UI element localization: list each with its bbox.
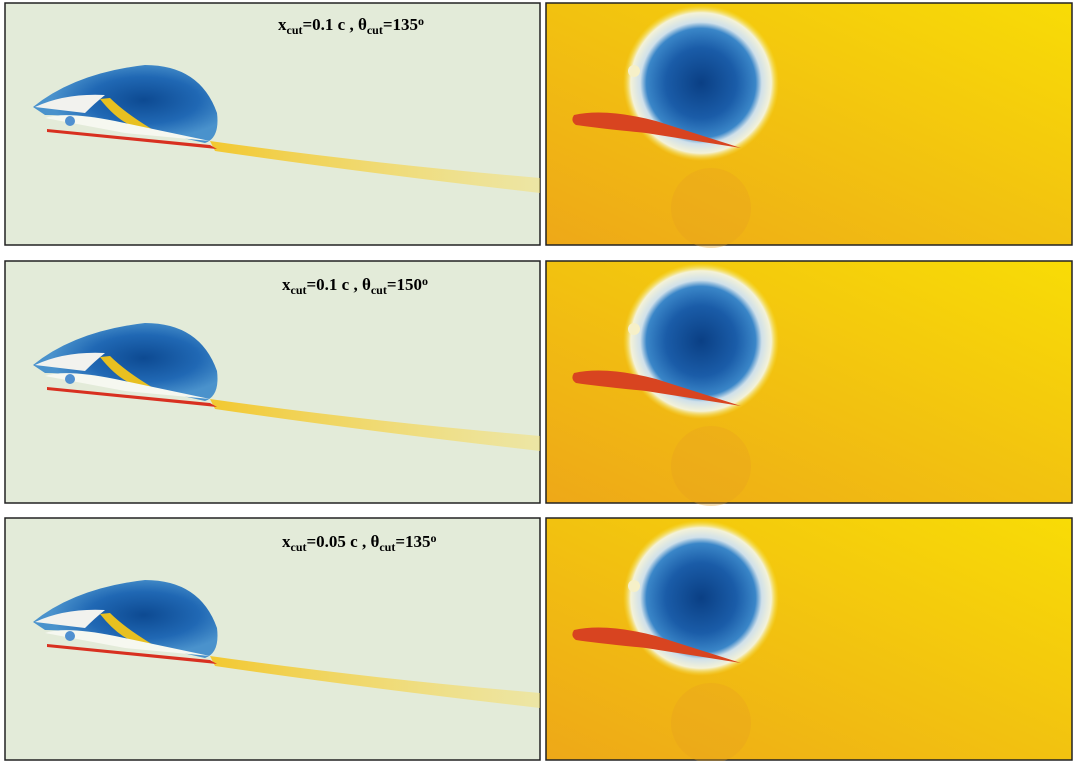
label-part: cut	[291, 283, 307, 297]
label-part: cut	[379, 540, 395, 554]
right-panel	[546, 3, 1072, 248]
label-part: =135	[383, 15, 418, 34]
panel-row	[5, 261, 1072, 506]
label-part: o	[418, 14, 424, 28]
label-part: =0.05 c , θ	[307, 532, 380, 551]
label-part: cut	[367, 23, 383, 37]
left-panel	[5, 518, 540, 760]
left-panel	[5, 3, 540, 245]
right-panel	[546, 261, 1072, 506]
label-part: =0.1 c , θ	[307, 275, 371, 294]
label-part: cut	[371, 283, 387, 297]
panel-row	[5, 518, 1072, 761]
figure: xcut=0.1 c , θcut=135oxcut=0.1 c , θcut=…	[0, 0, 1075, 761]
label-part: cut	[287, 23, 303, 37]
label-part: o	[431, 531, 437, 545]
panel-row	[5, 3, 1072, 248]
left-panel	[5, 261, 540, 503]
right-panel	[546, 518, 1072, 761]
label-part: cut	[291, 540, 307, 554]
label-part: =0.1 c , θ	[303, 15, 367, 34]
label-part: =135	[395, 532, 430, 551]
label-part: o	[422, 274, 428, 288]
page: {"panels": [ {"label": [{"text": "x"}, {…	[0, 0, 1075, 761]
label-part: =150	[387, 275, 422, 294]
